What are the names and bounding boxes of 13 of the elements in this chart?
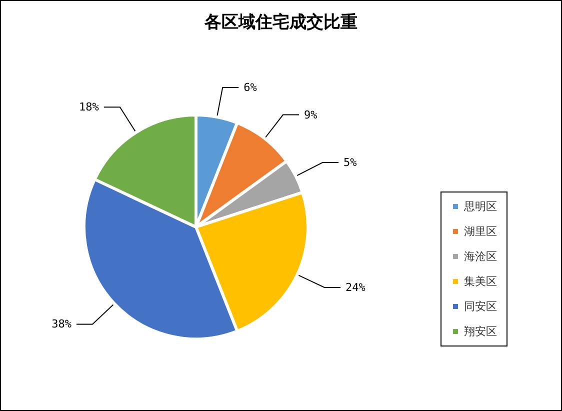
chart-title: 各区域住宅成交比重: [204, 12, 358, 32]
data-label: 6%: [244, 81, 258, 94]
data-label: 24%: [345, 280, 366, 294]
data-label: 38%: [52, 318, 72, 331]
data-label: 9%: [304, 108, 318, 122]
legend-label: 同安区: [464, 300, 497, 313]
legend-label: 海沧区: [464, 250, 497, 263]
data-label: 18%: [79, 100, 100, 114]
legend-label: 湖里区: [464, 225, 497, 238]
legend-label: 集美区: [464, 275, 497, 288]
legend-label: 翔安区: [464, 325, 497, 338]
legend-label: 思明区: [463, 200, 497, 213]
data-label: 5%: [344, 156, 358, 170]
